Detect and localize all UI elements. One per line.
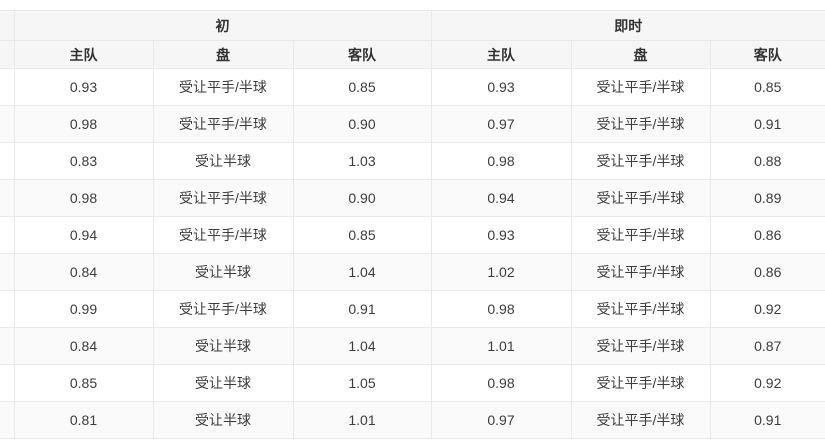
- cell-live-handicap: 受让平手/半球: [571, 364, 711, 402]
- cell-live-home-odds: 0.93: [431, 216, 572, 254]
- cell-live-handicap: 受让平手/半球: [571, 179, 711, 217]
- cell-live-handicap: 受让平手/半球: [571, 290, 711, 328]
- cell-live-away-odds: 0.88: [710, 142, 825, 180]
- cell-live-home-odds: 1.02: [431, 253, 572, 291]
- cell-initial-handicap: 受让平手/半球: [153, 105, 294, 143]
- cell-initial-away-odds: 0.90: [293, 105, 432, 143]
- cell-initial-away-odds: 0.90: [293, 179, 432, 217]
- column-header-live-handicap: 盘: [571, 40, 711, 69]
- cell-live-away-odds: 0.89: [710, 179, 825, 217]
- clipped-left-cell: [0, 364, 15, 402]
- column-header-live-home: 主队: [431, 40, 572, 69]
- cell-initial-handicap: 受让平手/半球: [153, 68, 294, 106]
- cell-live-home-odds: 1.01: [431, 327, 572, 365]
- clipped-left-cell: [0, 142, 15, 180]
- column-header-live-away: 客队: [710, 40, 825, 69]
- cell-initial-away-odds: 0.85: [293, 68, 432, 106]
- cell-initial-home-odds: 0.83: [14, 142, 154, 180]
- table-body: 0.93 受让平手/半球 0.85 0.93 受让平手/半球 0.85 0.98 受让平手/半…: [0, 68, 825, 439]
- table-row: 0.83 受让半球 1.03 0.98 受让平手/半球 0.88: [0, 142, 825, 180]
- cell-live-handicap: 受让平手/半球: [571, 327, 711, 365]
- cell-initial-home-odds: 0.81: [14, 401, 154, 439]
- cell-initial-handicap: 受让半球: [153, 253, 294, 291]
- cell-initial-handicap: 受让平手/半球: [153, 216, 294, 254]
- cell-live-home-odds: 0.98: [431, 290, 572, 328]
- cell-initial-away-odds: 1.04: [293, 253, 432, 291]
- clipped-left-cell: [0, 68, 15, 106]
- clipped-left-cell: [0, 105, 15, 143]
- cell-initial-handicap: 受让半球: [153, 327, 294, 365]
- cell-live-handicap: 受让平手/半球: [571, 401, 711, 439]
- table-row: 0.84 受让半球 1.04 1.01 受让平手/半球 0.87: [0, 327, 825, 365]
- clipped-left-cell: [0, 253, 15, 291]
- cell-initial-handicap: 受让半球: [153, 401, 294, 439]
- group-header-initial: 初: [14, 10, 432, 41]
- cell-initial-away-odds: 1.03: [293, 142, 432, 180]
- cell-live-handicap: 受让平手/半球: [571, 68, 711, 106]
- group-header-row: 初 即时: [0, 10, 825, 41]
- cell-initial-home-odds: 0.99: [14, 290, 154, 328]
- table-row: 0.98 受让平手/半球 0.90 0.97 受让平手/半球 0.91: [0, 105, 825, 143]
- cell-live-home-odds: 0.97: [431, 105, 572, 143]
- table-row: 0.81 受让半球 1.01 0.97 受让平手/半球 0.91: [0, 401, 825, 439]
- clipped-left-cell: [0, 216, 15, 254]
- cell-live-away-odds: 0.86: [710, 216, 825, 254]
- column-header-initial-home: 主队: [14, 40, 154, 69]
- cell-initial-away-odds: 1.04: [293, 327, 432, 365]
- cell-live-away-odds: 0.86: [710, 253, 825, 291]
- table-row: 0.98 受让平手/半球 0.90 0.94 受让平手/半球 0.89: [0, 179, 825, 217]
- table-row: 0.84 受让半球 1.04 1.02 受让平手/半球 0.86: [0, 253, 825, 291]
- table-row: 0.93 受让平手/半球 0.85 0.93 受让平手/半球 0.85: [0, 68, 825, 106]
- cell-live-handicap: 受让平手/半球: [571, 142, 711, 180]
- cell-initial-away-odds: 0.85: [293, 216, 432, 254]
- cell-initial-handicap: 受让半球: [153, 364, 294, 402]
- cell-live-handicap: 受让平手/半球: [571, 216, 711, 254]
- odds-table-container: 初 即时 主队 盘 客队 主队 盘 客队 0.93 受让平手/半球 0.85 0.93…: [0, 10, 825, 439]
- cell-initial-handicap: 受让平手/半球: [153, 290, 294, 328]
- cell-initial-away-odds: 1.01: [293, 401, 432, 439]
- column-header-initial-away: 客队: [293, 40, 432, 69]
- cell-live-away-odds: 0.91: [710, 105, 825, 143]
- cell-live-away-odds: 0.92: [710, 290, 825, 328]
- cell-initial-home-odds: 0.98: [14, 179, 154, 217]
- table-row: 0.85 受让半球 1.05 0.98 受让平手/半球 0.92: [0, 364, 825, 402]
- clipped-left-cell: [0, 401, 15, 439]
- cell-initial-home-odds: 0.98: [14, 105, 154, 143]
- cell-initial-home-odds: 0.84: [14, 327, 154, 365]
- cell-initial-home-odds: 0.84: [14, 253, 154, 291]
- cell-initial-away-odds: 1.05: [293, 364, 432, 402]
- group-header-live: 即时: [431, 10, 825, 41]
- cell-live-away-odds: 0.85: [710, 68, 825, 106]
- cell-live-home-odds: 0.97: [431, 401, 572, 439]
- clipped-left-header-cell: [0, 10, 15, 41]
- cell-live-home-odds: 0.94: [431, 179, 572, 217]
- cell-initial-home-odds: 0.94: [14, 216, 154, 254]
- cell-initial-home-odds: 0.85: [14, 364, 154, 402]
- cell-live-away-odds: 0.91: [710, 401, 825, 439]
- cell-initial-handicap: 受让半球: [153, 142, 294, 180]
- clipped-left-cell: [0, 327, 15, 365]
- cell-live-handicap: 受让平手/半球: [571, 253, 711, 291]
- cell-initial-home-odds: 0.93: [14, 68, 154, 106]
- cell-live-home-odds: 0.93: [431, 68, 572, 106]
- cell-live-away-odds: 0.92: [710, 364, 825, 402]
- column-header-row: 主队 盘 客队 主队 盘 客队: [0, 40, 825, 69]
- clipped-left-header-cell: [0, 40, 15, 69]
- clipped-left-cell: [0, 290, 15, 328]
- cell-live-home-odds: 0.98: [431, 142, 572, 180]
- cell-initial-handicap: 受让平手/半球: [153, 179, 294, 217]
- column-header-initial-handicap: 盘: [153, 40, 294, 69]
- clipped-left-cell: [0, 179, 15, 217]
- cell-initial-away-odds: 0.91: [293, 290, 432, 328]
- odds-table: 初 即时 主队 盘 客队 主队 盘 客队 0.93 受让平手/半球 0.85 0.93…: [0, 10, 825, 439]
- table-row: 0.94 受让平手/半球 0.85 0.93 受让平手/半球 0.86: [0, 216, 825, 254]
- cell-live-home-odds: 0.98: [431, 364, 572, 402]
- cell-live-handicap: 受让平手/半球: [571, 105, 711, 143]
- table-row: 0.99 受让平手/半球 0.91 0.98 受让平手/半球 0.92: [0, 290, 825, 328]
- cell-live-away-odds: 0.87: [710, 327, 825, 365]
